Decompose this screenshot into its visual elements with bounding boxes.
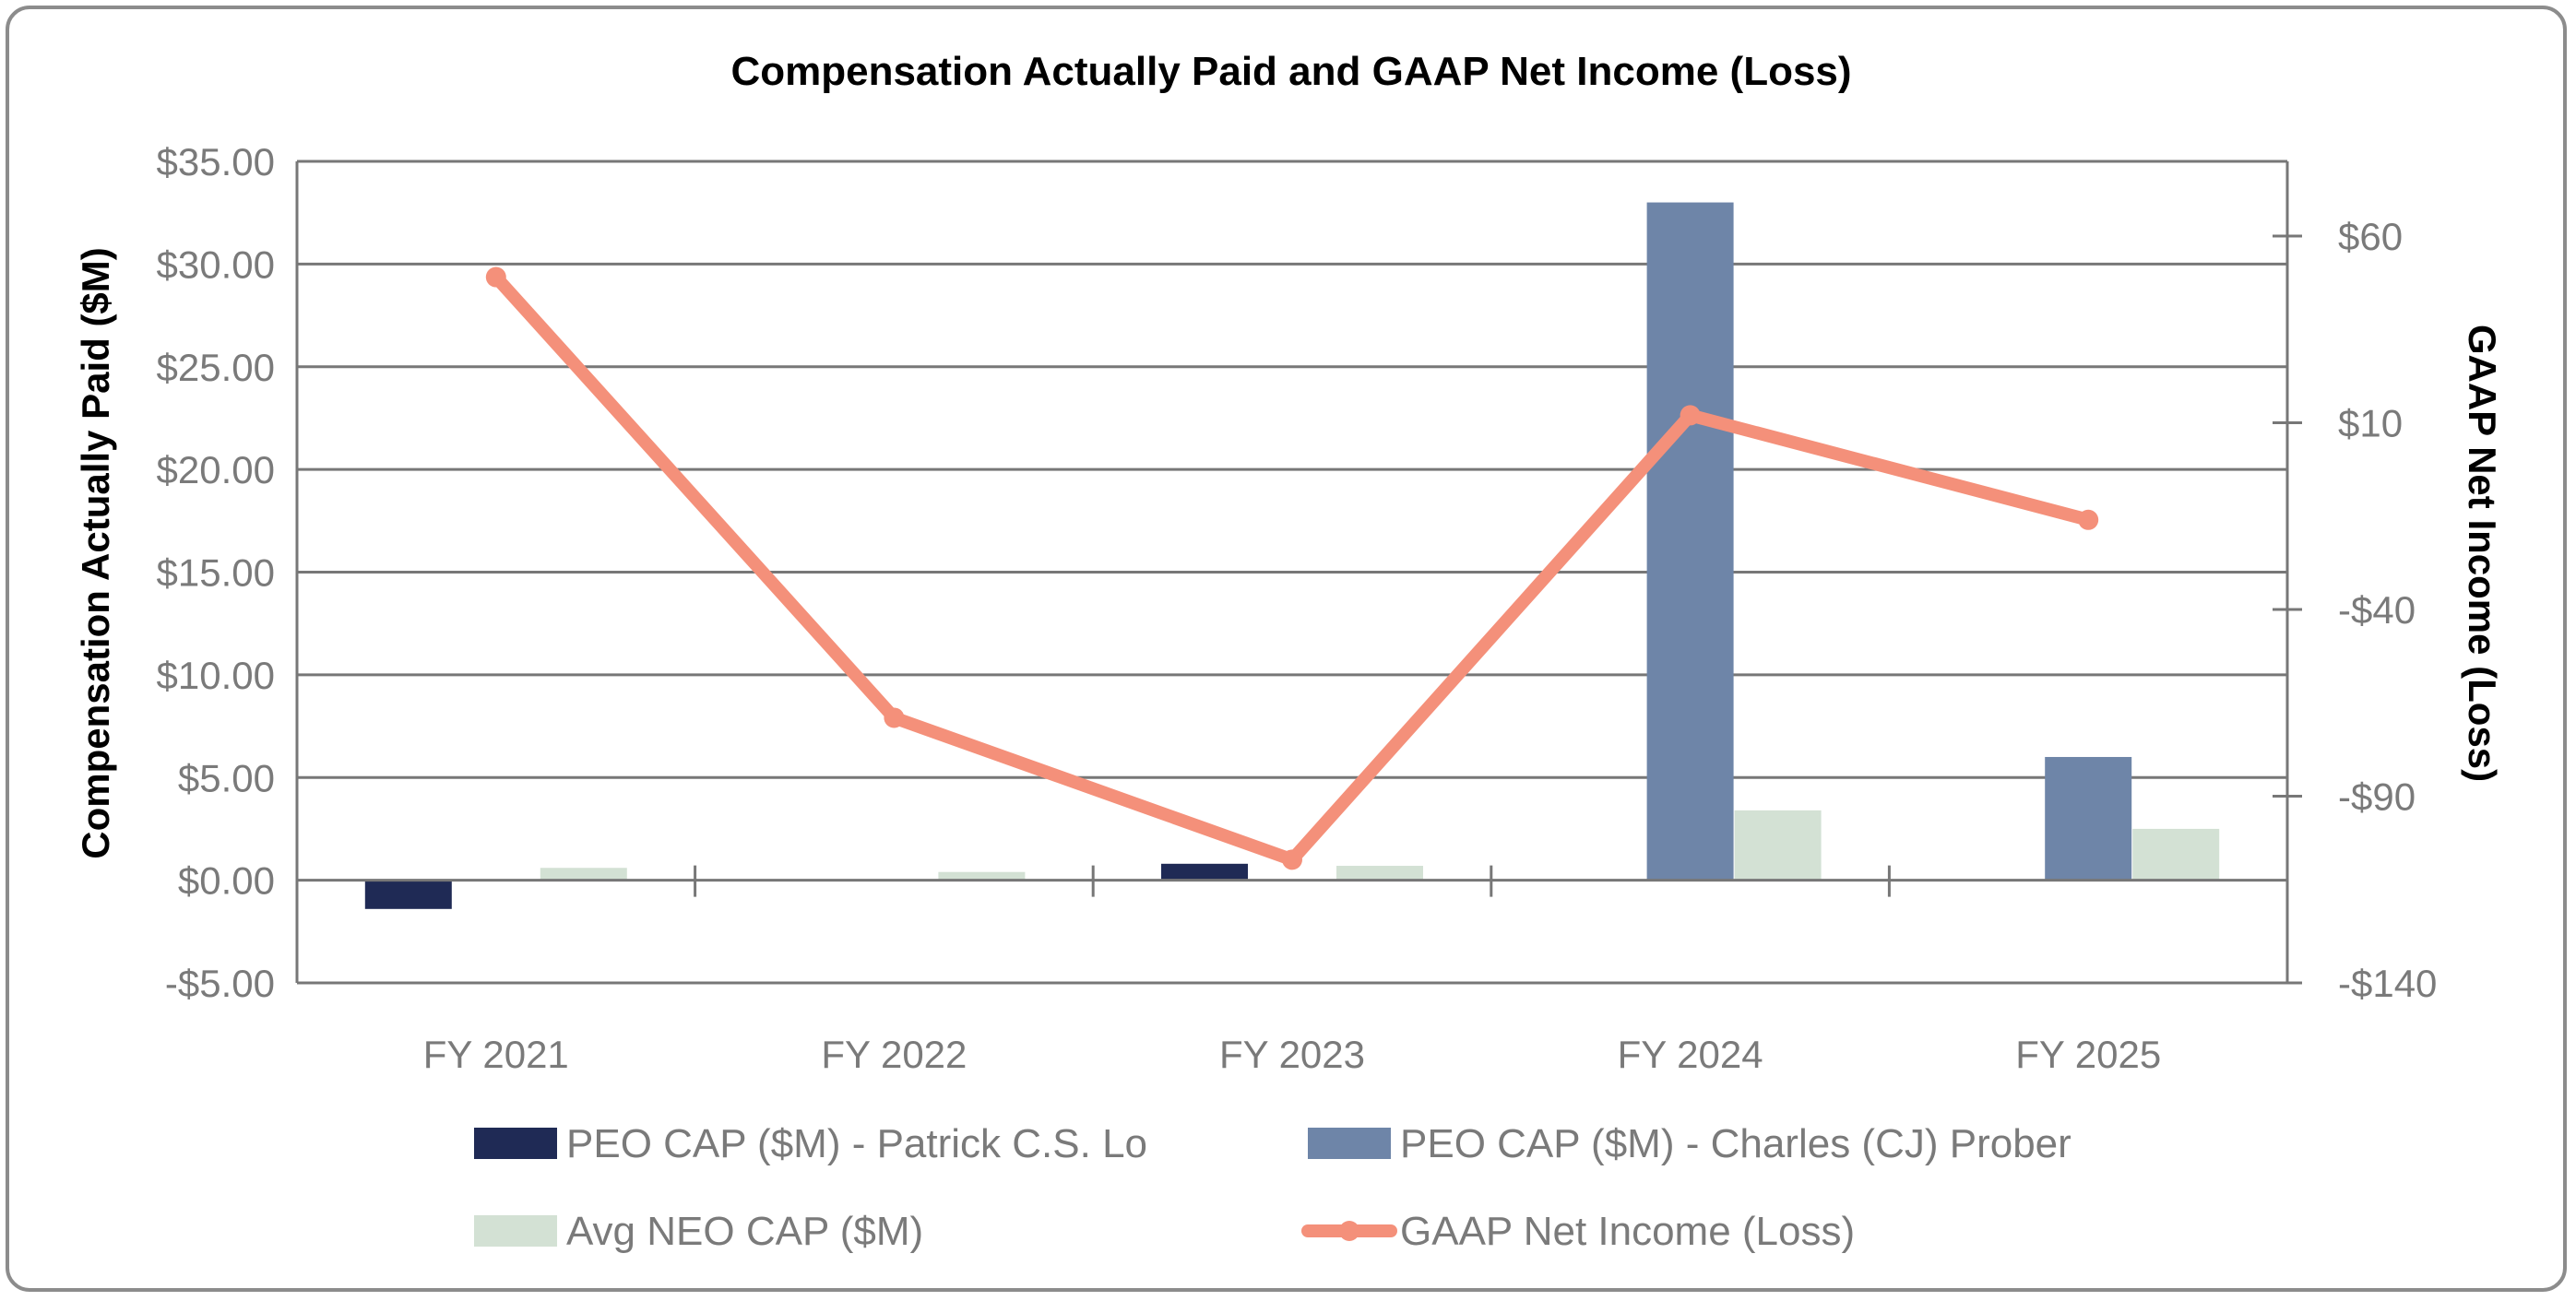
bar	[540, 868, 627, 881]
bar	[364, 880, 452, 909]
legend-swatch	[1308, 1128, 1391, 1159]
bar	[1646, 202, 1734, 881]
y-right-tick-label: $60	[2338, 215, 2403, 258]
bar	[2045, 756, 2132, 881]
line-point	[884, 707, 905, 728]
chart-svg: Compensation Actually Paid and GAAP Net …	[74, 49, 2504, 1254]
y-left-tick-label: -$5.00	[165, 962, 275, 1005]
line-point	[2078, 509, 2099, 530]
bar	[1161, 863, 1248, 881]
y-left-tick-label: $15.00	[157, 551, 275, 595]
line-point	[485, 266, 506, 288]
y-left-tick-label: $10.00	[157, 654, 275, 697]
tick-labels: $35.00 $30.00 $25.00 $20.00 $15.00 $10.00 $5.0…	[157, 140, 2438, 1076]
bar-marks	[364, 202, 2220, 909]
y-left-tick-label: $5.00	[178, 756, 275, 799]
x-tick-label: FY 2023	[1219, 1033, 1365, 1076]
legend-label: PEO CAP ($M) - Patrick C.S. Lo	[566, 1121, 1147, 1166]
legend-label: PEO CAP ($M) - Charles (CJ) Prober	[1400, 1121, 2071, 1166]
bar	[2132, 828, 2220, 881]
y-right-tick-label: $10	[2338, 402, 2403, 445]
line-point	[1282, 849, 1302, 870]
y-left-tick-label: $30.00	[157, 242, 275, 286]
y-right-axis-title: GAAP Net Income (Loss)	[2461, 325, 2504, 782]
legend: PEO CAP ($M) - Patrick C.S. Lo PEO CAP ($…	[474, 1121, 2071, 1254]
chart-title: Compensation Actually Paid and GAAP Net …	[730, 49, 1851, 94]
chart-frame: Compensation Actually Paid and GAAP Net …	[6, 6, 2567, 1292]
bar	[1336, 866, 1423, 881]
y-left-tick-label: $20.00	[157, 448, 275, 491]
x-tick-label: FY 2024	[1618, 1033, 1763, 1076]
gridlines	[297, 160, 2287, 985]
y-right-tick-label: -$90	[2338, 775, 2416, 819]
line-series	[485, 266, 2099, 870]
bar	[1734, 810, 1822, 881]
x-tick-label: FY 2022	[821, 1033, 967, 1076]
legend-swatch	[474, 1128, 557, 1159]
legend-label: GAAP Net Income (Loss)	[1400, 1209, 1855, 1254]
legend-label: Avg NEO CAP ($M)	[566, 1209, 923, 1254]
bar	[938, 871, 1026, 881]
x-tick-label: FY 2021	[423, 1033, 569, 1076]
series-line	[489, 270, 2095, 867]
y-left-axis-title: Compensation Actually Paid ($M)	[74, 247, 117, 859]
line-point	[1680, 405, 1701, 426]
y-right-tick-label: -$40	[2338, 588, 2416, 632]
x-tick-label: FY 2025	[2015, 1033, 2161, 1076]
axes	[295, 161, 2302, 985]
y-left-tick-label: $25.00	[157, 346, 275, 389]
legend-swatch	[474, 1215, 557, 1247]
y-right-tick-label: -$140	[2338, 962, 2437, 1005]
legend-marker	[1339, 1221, 1359, 1241]
y-left-tick-label: $0.00	[178, 859, 275, 903]
y-left-tick-label: $35.00	[157, 140, 275, 183]
